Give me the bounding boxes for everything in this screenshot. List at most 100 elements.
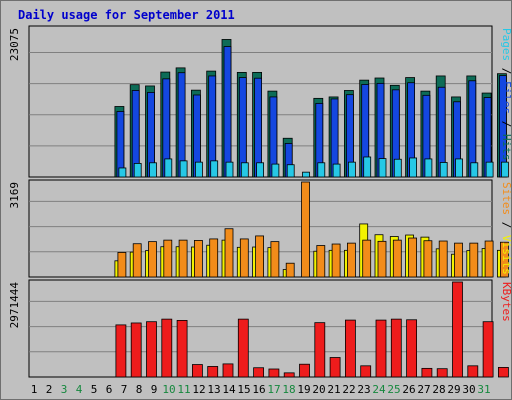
bar-kbytes-day-29 [497, 367, 509, 378]
x-tick-label-day-12: 12 [192, 383, 205, 396]
bar-sites-day-22 [392, 239, 402, 278]
bar-kbytes-day-7 [161, 318, 173, 378]
y-max-label-visitors: 3169 [8, 182, 21, 209]
x-tick-label-day-8: 8 [136, 383, 143, 396]
x-tick-label-day-15: 15 [237, 383, 250, 396]
bar-sites-day-6 [148, 241, 157, 278]
x-tick-label-day-29: 29 [447, 383, 460, 396]
bar-pages-day-19 [347, 161, 356, 178]
x-tick-label-day-31: 31 [477, 383, 490, 396]
bar-pages-day-5 [133, 163, 142, 178]
y-max-label-bandwidth: 2971444 [8, 282, 21, 329]
x-tick-label-day-30: 30 [462, 383, 475, 396]
bar-kbytes-day-25 [436, 368, 448, 378]
bar-sites-day-26 [454, 242, 463, 278]
bar-sites-day-23 [408, 237, 418, 278]
bar-kbytes-day-15 [283, 372, 295, 378]
bar-kbytes-day-18 [329, 357, 341, 378]
x-tick-label-day-18: 18 [282, 383, 295, 396]
bar-sites-day-18 [331, 243, 341, 278]
bar-sites-day-28 [484, 240, 494, 278]
bar-kbytes-day-23 [406, 319, 418, 378]
legend-entry-hits: Hits [500, 134, 512, 161]
bar-sites-day-13 [255, 235, 265, 278]
x-tick-label-day-5: 5 [91, 383, 98, 396]
bar-kbytes-day-9 [191, 364, 203, 378]
bar-sites-day-11 [224, 228, 234, 278]
bar-pages-day-25 [439, 162, 448, 178]
bar-sites-day-27 [469, 242, 479, 278]
bar-kbytes-day-14 [268, 368, 280, 378]
bar-sites-day-24 [423, 240, 433, 278]
bar-kbytes-day-12 [237, 318, 249, 378]
bar-files-day-12 [238, 77, 247, 178]
bar-sites-day-15 [285, 262, 295, 278]
bar-kbytes-day-16 [299, 363, 310, 378]
bar-kbytes-day-20 [360, 365, 372, 378]
bar-kbytes-day-5 [130, 322, 142, 378]
bar-pages-day-10 [210, 160, 219, 178]
legend-entry-pages: Pages [500, 28, 512, 61]
bar-pages-day-28 [485, 161, 494, 178]
y-max-label-traffic: 23075 [8, 28, 21, 61]
bar-sites-day-12 [239, 238, 249, 278]
bar-kbytes-day-6 [146, 321, 157, 378]
bar-sites-day-29 [499, 241, 509, 278]
legend-entry-kbytes: KBytes [500, 282, 512, 322]
bar-kbytes-day-21 [375, 319, 387, 378]
bar-sites-day-16 [301, 181, 310, 278]
bar-pages-day-12 [240, 162, 249, 178]
bar-pages-day-29 [500, 161, 509, 178]
x-tick-label-day-23: 23 [357, 383, 370, 396]
bar-kbytes-day-4 [115, 324, 127, 378]
legend-separator: / [500, 215, 512, 235]
bar-sites-day-10 [209, 238, 219, 278]
x-tick-label-day-26: 26 [402, 383, 415, 396]
bar-files-day-13 [254, 77, 263, 178]
bar-kbytes-day-22 [390, 318, 402, 378]
legend-entry-sites: Sites [500, 182, 512, 215]
legend-bandwidth: KBytes [500, 282, 512, 322]
bar-pages-day-24 [424, 158, 433, 178]
bar-sites-day-20 [362, 239, 372, 278]
bar-kbytes-day-10 [207, 366, 219, 378]
bar-sites-day-19 [346, 242, 356, 278]
bar-pages-day-13 [256, 162, 265, 178]
bar-pages-day-23 [409, 157, 418, 178]
bar-sites-day-21 [377, 240, 387, 278]
bar-kbytes-day-27 [467, 365, 479, 378]
bar-sites-day-4 [117, 252, 127, 278]
bar-kbytes-day-13 [253, 367, 265, 378]
bar-sites-day-7 [163, 239, 173, 278]
x-tick-label-day-16: 16 [252, 383, 265, 396]
panel-bandwidth [28, 279, 493, 378]
bar-kbytes-day-8 [176, 320, 188, 378]
bar-pages-day-14 [271, 163, 280, 178]
x-tick-label-day-19: 19 [297, 383, 310, 396]
bar-pages-day-17 [317, 162, 326, 178]
bar-sites-day-17 [316, 245, 326, 278]
x-tick-label-day-6: 6 [106, 383, 113, 396]
x-tick-label-day-2: 2 [46, 383, 53, 396]
legend-entry-files: Files [500, 81, 512, 114]
x-tick-label-day-7: 7 [121, 383, 128, 396]
x-tick-label-day-3: 3 [61, 383, 68, 396]
bar-files-day-4 [116, 111, 125, 178]
legend-separator: / [500, 61, 512, 81]
legend-traffic: Pages / Files / Hits [500, 28, 512, 161]
bar-pages-day-26 [455, 158, 463, 178]
x-tick-label-day-24: 24 [372, 383, 386, 396]
bar-pages-day-8 [179, 160, 188, 178]
chart-title: Daily usage for September 2011 [18, 8, 235, 22]
x-tick-label-day-21: 21 [327, 383, 340, 396]
bar-pages-day-15 [286, 164, 295, 178]
bar-sites-day-5 [132, 243, 142, 278]
bar-pages-day-20 [363, 156, 372, 178]
x-tick-label-day-28: 28 [432, 383, 445, 396]
bar-pages-day-18 [332, 163, 341, 178]
x-tick-label-day-13: 13 [207, 383, 220, 396]
bar-kbytes-day-19 [344, 319, 356, 378]
bar-kbytes-day-24 [421, 367, 433, 378]
bar-sites-day-14 [270, 241, 280, 278]
